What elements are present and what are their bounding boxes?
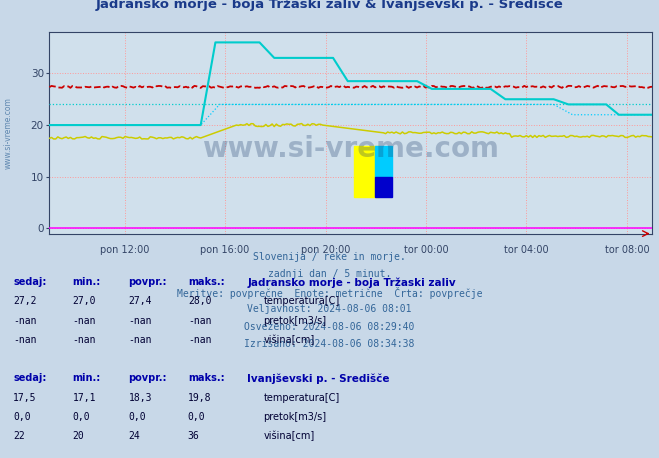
Text: Izrisano: 2024-08-06 08:34:38: Izrisano: 2024-08-06 08:34:38 <box>244 339 415 349</box>
Text: maks.:: maks.: <box>188 277 225 287</box>
Text: pon 16:00: pon 16:00 <box>200 245 250 255</box>
Text: -nan: -nan <box>13 316 37 326</box>
Text: 0,0: 0,0 <box>72 412 90 422</box>
Text: zadnji dan / 5 minut.: zadnji dan / 5 minut. <box>268 269 391 279</box>
Text: Meritve: povprečne  Enote: metrične  Črta: povprečje: Meritve: povprečne Enote: metrične Črta:… <box>177 287 482 299</box>
Text: 0,0: 0,0 <box>188 412 206 422</box>
Text: 27,4: 27,4 <box>129 296 152 306</box>
Text: 19,8: 19,8 <box>188 393 212 403</box>
Text: pon 20:00: pon 20:00 <box>301 245 351 255</box>
Text: -nan: -nan <box>13 335 37 345</box>
Text: -nan: -nan <box>188 316 212 326</box>
Text: temperatura[C]: temperatura[C] <box>264 296 340 306</box>
Text: Veljavnost: 2024-08-06 08:01: Veljavnost: 2024-08-06 08:01 <box>247 304 412 314</box>
Bar <box>354 146 380 197</box>
Text: sedaj:: sedaj: <box>13 277 47 287</box>
Text: www.si-vreme.com: www.si-vreme.com <box>3 97 13 169</box>
Text: -nan: -nan <box>129 316 152 326</box>
Text: Ivanjševski p. - Središče: Ivanjševski p. - Središče <box>247 373 389 384</box>
Text: tor 00:00: tor 00:00 <box>404 245 449 255</box>
Text: maks.:: maks.: <box>188 373 225 383</box>
Text: 24: 24 <box>129 431 140 441</box>
Text: tor 08:00: tor 08:00 <box>605 245 649 255</box>
Text: min.:: min.: <box>72 373 101 383</box>
Text: -nan: -nan <box>129 335 152 345</box>
Bar <box>375 146 392 177</box>
Text: -nan: -nan <box>188 335 212 345</box>
Text: -nan: -nan <box>72 316 96 326</box>
Text: pon 12:00: pon 12:00 <box>100 245 150 255</box>
Text: Slovenija / reke in morje.: Slovenija / reke in morje. <box>253 252 406 262</box>
Text: tor 04:00: tor 04:00 <box>504 245 549 255</box>
Text: www.si-vreme.com: www.si-vreme.com <box>202 135 500 163</box>
Text: sedaj:: sedaj: <box>13 373 47 383</box>
Text: višina[cm]: višina[cm] <box>264 431 315 442</box>
Text: 22: 22 <box>13 431 25 441</box>
Text: povpr.:: povpr.: <box>129 277 167 287</box>
Text: min.:: min.: <box>72 277 101 287</box>
Text: 27,0: 27,0 <box>72 296 96 306</box>
Text: 27,2: 27,2 <box>13 296 37 306</box>
Text: Jadransko morje - boja Tržaski zaliv & Ivanjševski p. - Središče: Jadransko morje - boja Tržaski zaliv & I… <box>96 0 563 11</box>
Text: pretok[m3/s]: pretok[m3/s] <box>264 316 327 326</box>
Text: povpr.:: povpr.: <box>129 373 167 383</box>
Text: 20: 20 <box>72 431 84 441</box>
Text: 17,5: 17,5 <box>13 393 37 403</box>
Text: višina[cm]: višina[cm] <box>264 335 315 345</box>
Text: pretok[m3/s]: pretok[m3/s] <box>264 412 327 422</box>
Text: 0,0: 0,0 <box>129 412 146 422</box>
Text: 0,0: 0,0 <box>13 412 31 422</box>
Text: 36: 36 <box>188 431 200 441</box>
Text: Osveženo: 2024-08-06 08:29:40: Osveženo: 2024-08-06 08:29:40 <box>244 322 415 332</box>
Text: 17,1: 17,1 <box>72 393 96 403</box>
Text: temperatura[C]: temperatura[C] <box>264 393 340 403</box>
Bar <box>375 177 392 197</box>
Text: Jadransko morje - boja Tržaski zaliv: Jadransko morje - boja Tržaski zaliv <box>247 277 456 288</box>
Text: 18,3: 18,3 <box>129 393 152 403</box>
Text: -nan: -nan <box>72 335 96 345</box>
Text: 28,0: 28,0 <box>188 296 212 306</box>
